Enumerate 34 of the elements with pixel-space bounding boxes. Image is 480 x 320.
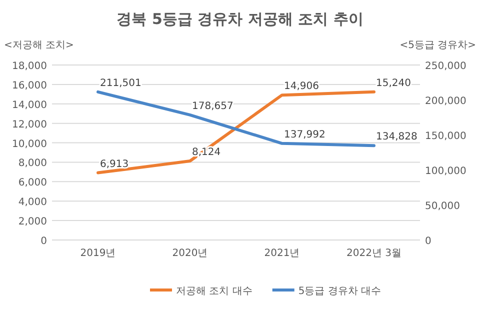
data-label: 211,501 — [100, 78, 142, 89]
x-tick-label: 2022년 3월 — [346, 248, 402, 259]
data-label: 6,913 — [100, 158, 129, 170]
y2-axis-title: <5등급 경유차> — [400, 40, 476, 51]
y2-tick-label: 100,000 — [425, 166, 466, 177]
y2-tick-label: 200,000 — [425, 96, 466, 107]
data-label: 15,240 — [376, 78, 411, 89]
data-label: 134,828 — [376, 132, 418, 143]
y-tick-label: 2,000 — [18, 216, 47, 228]
y-tick-label: 0 — [40, 236, 47, 247]
y2-tick-label: 50,000 — [425, 201, 460, 212]
y-tick-label: 14,000 — [12, 100, 47, 111]
line-series — [96, 90, 376, 174]
data-label: 178,657 — [192, 100, 234, 112]
line-series — [96, 90, 376, 148]
legend-label: 저공해 조치 대수 — [176, 286, 252, 297]
y-tick-label: 12,000 — [12, 119, 47, 130]
y-tick-label: 8,000 — [18, 158, 47, 170]
y2-tick-label: 250,000 — [425, 61, 466, 72]
x-tick-label: 2021년 — [264, 248, 300, 259]
y-tick-label: 6,000 — [18, 178, 47, 189]
y-tick-label: 10,000 — [12, 138, 47, 150]
legend-label: 5등급 경유차 대수 — [298, 286, 382, 297]
y2-tick-label: 0 — [425, 236, 432, 247]
y-tick-label: 4,000 — [18, 197, 47, 208]
y-tick-label: 18,000 — [12, 61, 47, 72]
data-label: 137,992 — [284, 129, 326, 140]
x-tick-label: 2019년 — [80, 248, 116, 259]
x-tick-label: 2020년 — [172, 248, 208, 259]
y2-tick-label: 150,000 — [425, 131, 466, 142]
data-label: 14,906 — [284, 81, 319, 92]
y-tick-label: 16,000 — [12, 80, 47, 92]
chart-title: 경북 5등급 경유차 저공해 조치 추이 — [116, 10, 364, 28]
y-axis-title: <저공해 조치> — [4, 40, 74, 51]
